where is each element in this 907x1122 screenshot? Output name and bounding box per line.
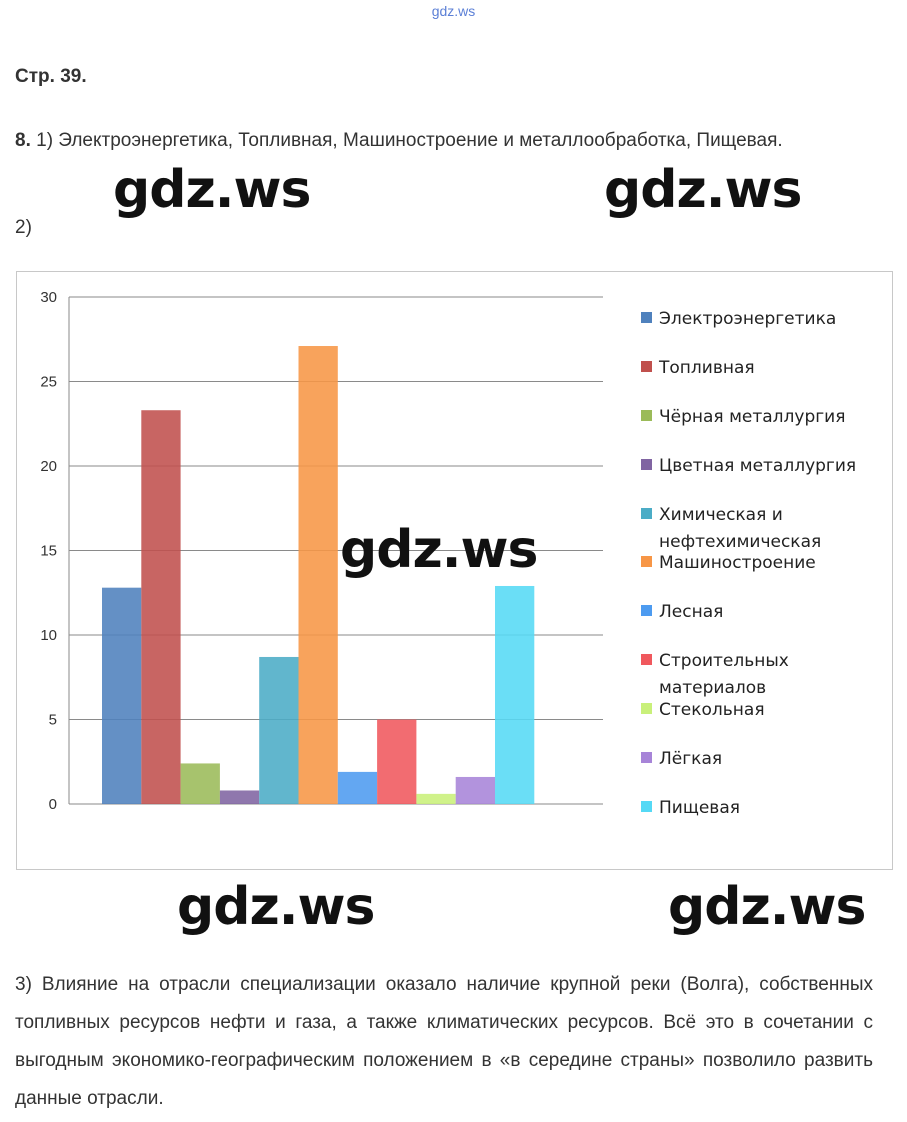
legend-swatch [641, 410, 652, 421]
legend-label: Топливная [658, 358, 755, 378]
legend-swatch [641, 752, 652, 763]
legend-label: Цветная металлургия [659, 456, 856, 476]
legend-swatch [641, 459, 652, 470]
bar-7 [337, 771, 378, 804]
legend-label: Строительных материалов [659, 651, 789, 698]
bar-2 [141, 410, 181, 804]
bar-11 [495, 585, 535, 804]
site-header-label[interactable]: gdz.ws [431, 3, 476, 19]
subitem-2-label: 2) [15, 217, 32, 238]
y-tick-label: 25 [40, 374, 57, 391]
legend-swatch [641, 508, 652, 519]
legend-label: Лесная [659, 602, 723, 622]
bar-3 [180, 763, 220, 804]
answer-paragraph-3: 3) Влияние на отрасли специализации оказ… [15, 974, 873, 1109]
watermark: gdz.ws [340, 520, 538, 580]
legend-label: Лёгкая [659, 749, 722, 769]
watermark: gdz.ws [668, 877, 866, 937]
bar-1 [102, 587, 142, 804]
legend-label: Стекольная [659, 700, 765, 720]
y-tick-label: 0 [49, 796, 57, 813]
bar-8 [377, 719, 417, 804]
legend-swatch [641, 654, 652, 665]
watermark: gdz.ws [113, 160, 311, 220]
task-8: 8. 1) Электроэнергетика, Топливная, Маши… [15, 122, 875, 160]
y-tick-label: 5 [49, 712, 57, 729]
bar-4 [219, 790, 260, 804]
task-answer-1: 1) Электроэнергетика, Топливная, Машинос… [30, 130, 783, 151]
legend-swatch [641, 703, 652, 714]
bar-9 [416, 793, 456, 804]
y-tick-label: 30 [40, 289, 57, 306]
legend-swatch [641, 556, 652, 567]
bar-5 [259, 656, 299, 804]
page-reference: Стр. 39. [15, 66, 87, 87]
watermark: gdz.ws [604, 160, 802, 220]
legend-swatch [641, 312, 652, 323]
chart-container: 0 5 10 15 20 25 30 Электроэнергетика Топливная Чё… [16, 271, 893, 870]
y-tick-label: 10 [40, 627, 57, 644]
bar-10 [455, 776, 495, 804]
legend-label: Чёрная металлургия [659, 407, 845, 427]
legend-swatch [641, 361, 652, 372]
bar-6 [298, 346, 338, 804]
y-tick-label: 15 [40, 543, 57, 560]
legend-label: Машиностроение [659, 553, 816, 573]
bar-chart: 0 5 10 15 20 25 30 Электроэнергетика Топливная Чё… [40, 289, 856, 818]
watermark: gdz.ws [177, 877, 375, 937]
legend-label: Химическая и нефтехимическая [659, 505, 821, 552]
legend-label: Пищевая [659, 798, 740, 818]
y-tick-label: 20 [40, 458, 57, 475]
legend-swatch [641, 605, 652, 616]
legend-label: Электроэнергетика [659, 309, 836, 329]
task-number: 8. [15, 130, 31, 151]
legend-swatch [641, 801, 652, 812]
